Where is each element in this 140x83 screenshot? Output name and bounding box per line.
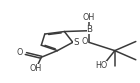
Text: OH: OH	[30, 64, 42, 73]
Text: O: O	[81, 37, 88, 46]
Text: OH: OH	[83, 13, 95, 21]
Text: S: S	[73, 38, 79, 47]
Text: O: O	[17, 48, 23, 57]
Text: HO: HO	[95, 62, 107, 70]
Text: B: B	[87, 25, 93, 34]
